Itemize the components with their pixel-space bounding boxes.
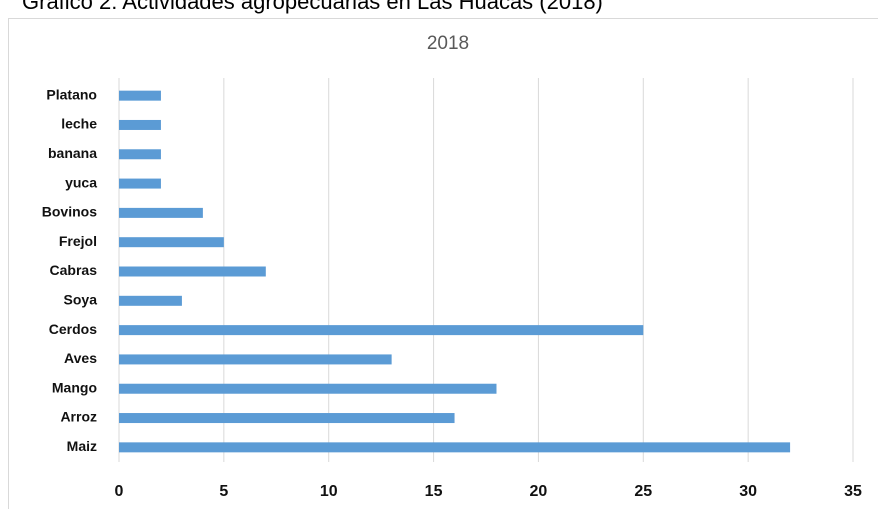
- x-tick-label: 25: [634, 483, 652, 500]
- bar: [119, 325, 644, 336]
- x-tick-label: 5: [219, 483, 228, 500]
- bar: [119, 354, 392, 365]
- y-tick-label: Aves: [64, 350, 97, 366]
- y-tick-label: leche: [61, 116, 97, 132]
- bar: [119, 90, 161, 101]
- bar: [119, 413, 455, 424]
- bar: [119, 295, 182, 306]
- bar: [119, 119, 161, 130]
- bar: [119, 237, 224, 248]
- y-tick-label: yuca: [65, 174, 97, 190]
- bar: [119, 266, 266, 277]
- y-tick-label: Bovinos: [42, 204, 97, 220]
- y-tick-label: Arroz: [60, 409, 97, 425]
- y-tick-label: banana: [48, 145, 97, 161]
- x-tick-label: 0: [115, 483, 124, 500]
- bar: [119, 149, 161, 160]
- bar: [119, 442, 791, 453]
- y-tick-label: Maiz: [67, 438, 97, 454]
- x-tick-label: 20: [530, 483, 548, 500]
- x-tick-label: 15: [425, 483, 443, 500]
- x-tick-label: 35: [844, 483, 862, 500]
- bar: [119, 178, 161, 189]
- bar: [119, 207, 203, 218]
- y-tick-label: Frejol: [59, 233, 97, 249]
- chart-title: 2018: [427, 33, 469, 54]
- y-tick-label: Cerdos: [49, 321, 97, 337]
- x-tick-label: 10: [320, 483, 338, 500]
- bar: [119, 383, 497, 394]
- y-tick-label: Cabras: [50, 262, 98, 278]
- caption: Gráfico 2: Actividades agropecuarias en …: [22, 0, 603, 14]
- y-tick-label: Platano: [46, 86, 97, 102]
- y-tick-label: Soya: [64, 292, 98, 308]
- chart-frame: [8, 18, 878, 509]
- x-tick-label: 30: [739, 483, 757, 500]
- y-tick-label: Mango: [52, 379, 97, 395]
